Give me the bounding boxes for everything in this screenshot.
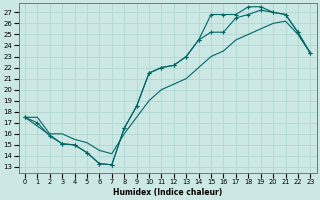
X-axis label: Humidex (Indice chaleur): Humidex (Indice chaleur)	[113, 188, 222, 197]
